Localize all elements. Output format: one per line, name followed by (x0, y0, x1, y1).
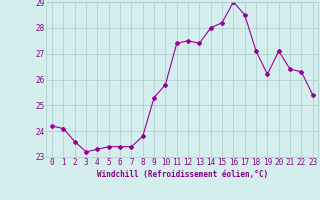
X-axis label: Windchill (Refroidissement éolien,°C): Windchill (Refroidissement éolien,°C) (97, 170, 268, 179)
